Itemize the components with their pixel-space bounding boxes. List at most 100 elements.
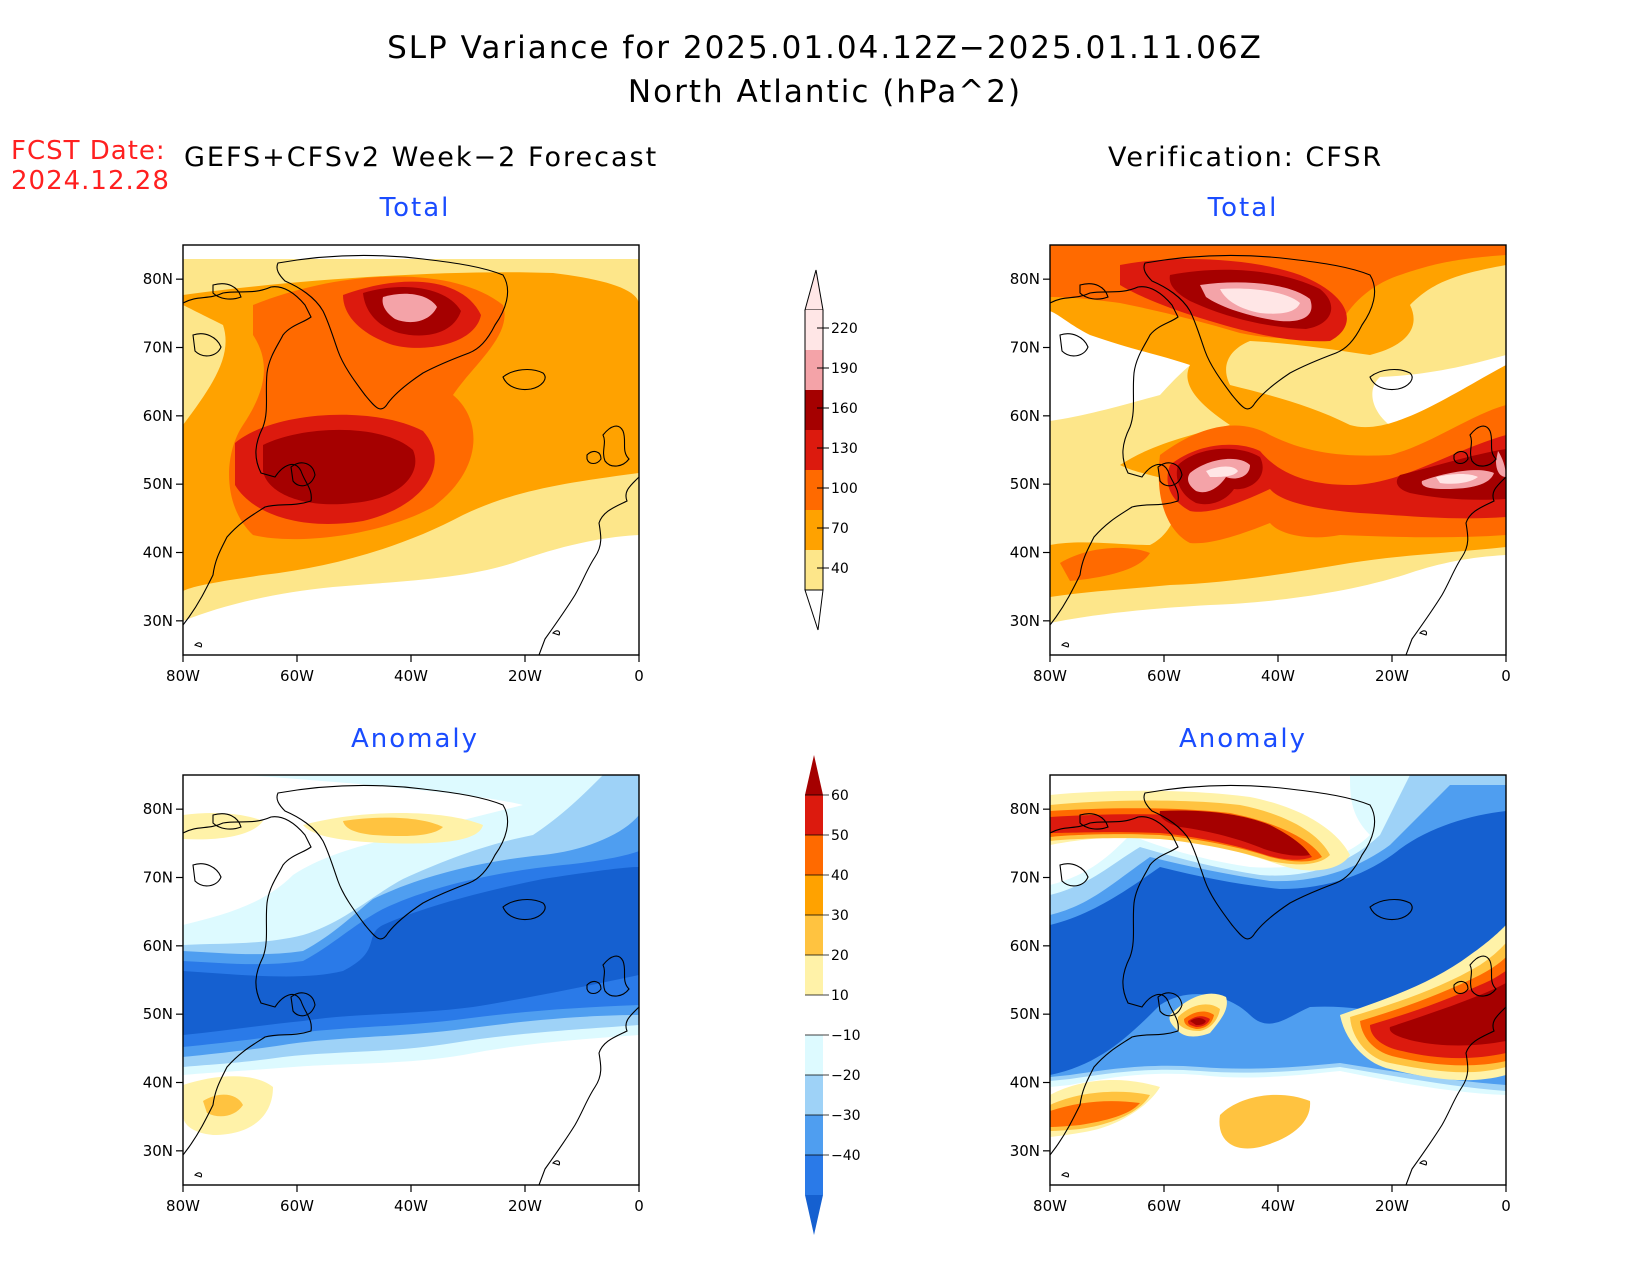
colorbar-segment bbox=[805, 470, 823, 510]
lon-tick-label: 80W bbox=[166, 1197, 200, 1215]
lon-tick-label: 0 bbox=[1501, 667, 1511, 685]
forecast-total-map bbox=[182, 244, 640, 656]
colorbar-segment bbox=[805, 1035, 823, 1075]
lat-tick-label: 50N bbox=[143, 475, 173, 493]
verification-anomaly-title: Anomaly bbox=[1178, 724, 1308, 754]
colorbar-label: −10 bbox=[831, 1028, 861, 1044]
fcst-date-block: FCST Date: 2024.12.28 bbox=[11, 136, 170, 196]
lat-tick-label: 70N bbox=[143, 869, 173, 887]
colorbar-label: 10 bbox=[831, 988, 849, 1004]
colorbar-segment bbox=[805, 835, 823, 875]
colorbar-label: 190 bbox=[831, 361, 858, 377]
colorbar-label: 20 bbox=[831, 948, 849, 964]
lon-tick-label: 0 bbox=[634, 667, 644, 685]
colorbar-label: 60 bbox=[831, 788, 849, 804]
lat-tick-label: 40N bbox=[1010, 544, 1040, 562]
colorbar-segment bbox=[805, 550, 823, 590]
verification-total-map bbox=[1049, 244, 1507, 656]
fcst-date-label: FCST Date: bbox=[11, 136, 166, 166]
lon-tick-label: 60W bbox=[1147, 667, 1181, 685]
lon-tick-label: 20W bbox=[1375, 1197, 1409, 1215]
lon-tick-label: 20W bbox=[508, 1197, 542, 1215]
lat-tick-label: 80N bbox=[1010, 270, 1040, 288]
lat-tick-label: 30N bbox=[1010, 612, 1040, 630]
colorbar-segment bbox=[805, 1115, 823, 1155]
fcst-date-value: 2024.12.28 bbox=[11, 166, 170, 196]
lat-tick-label: 60N bbox=[1010, 407, 1040, 425]
lon-tick-label: 0 bbox=[1501, 1197, 1511, 1215]
colorbar-segment bbox=[805, 955, 823, 995]
colorbar-label: −20 bbox=[831, 1068, 861, 1084]
lon-tick-label: 80W bbox=[1033, 667, 1067, 685]
colorbar-label: 130 bbox=[831, 441, 858, 457]
forecast-column-title: GEFS+CFSv2 Week−2 Forecast bbox=[184, 142, 659, 173]
colorbar-segment bbox=[805, 915, 823, 955]
lon-tick-label: 40W bbox=[1261, 667, 1295, 685]
verification-column-title: Verification: CFSR bbox=[1108, 142, 1384, 173]
anomaly-colorbar: 60 50 40 30 20 10 −10 −20 −30 −40 bbox=[805, 755, 861, 1235]
lon-tick-label: 40W bbox=[394, 1197, 428, 1215]
colorbar-extension-bottom bbox=[804, 589, 824, 631]
lat-tick-label: 80N bbox=[1010, 800, 1040, 818]
main-title: SLP Variance for 2025.01.04.12Z−2025.01.… bbox=[387, 30, 1263, 66]
lon-tick-label: 0 bbox=[634, 1197, 644, 1215]
lat-tick-label: 60N bbox=[1010, 937, 1040, 955]
forecast-anomaly-title: Anomaly bbox=[350, 724, 480, 754]
colorbar-label: 30 bbox=[831, 908, 849, 924]
colorbar-label: 40 bbox=[831, 868, 849, 884]
lon-tick-label: 60W bbox=[1147, 1197, 1181, 1215]
lat-tick-label: 30N bbox=[143, 1142, 173, 1160]
colorbar-label: 220 bbox=[831, 321, 858, 337]
colorbar-segment bbox=[805, 875, 823, 915]
lat-tick-label: 80N bbox=[143, 270, 173, 288]
lat-tick-label: 50N bbox=[143, 1005, 173, 1023]
lon-tick-label: 60W bbox=[280, 1197, 314, 1215]
lat-tick-label: 70N bbox=[143, 339, 173, 357]
colorbar-segment bbox=[805, 795, 823, 835]
lon-tick-label: 40W bbox=[1261, 1197, 1295, 1215]
verification-total-title: Total bbox=[1207, 193, 1279, 223]
lat-tick-label: 70N bbox=[1010, 339, 1040, 357]
colorbar-segment bbox=[805, 430, 823, 470]
lon-tick-label: 80W bbox=[1033, 1197, 1067, 1215]
verification-anomaly-map bbox=[1049, 774, 1507, 1186]
lat-tick-label: 40N bbox=[1010, 1074, 1040, 1092]
forecast-total-title: Total bbox=[379, 193, 451, 223]
lat-tick-label: 60N bbox=[143, 937, 173, 955]
lat-tick-label: 40N bbox=[143, 544, 173, 562]
colorbar-segment bbox=[805, 1155, 823, 1195]
lat-tick-label: 50N bbox=[1010, 1005, 1040, 1023]
colorbar-label: 40 bbox=[831, 561, 849, 577]
lat-tick-label: 40N bbox=[143, 1074, 173, 1092]
lon-tick-label: 80W bbox=[166, 667, 200, 685]
colorbar-segment bbox=[805, 390, 823, 430]
map-axes: 80W 60W 40W 20W 0 80N 70N 60N 50N 40N 30N 80W 60W 40W… bbox=[143, 270, 1511, 1215]
lon-tick-label: 60W bbox=[280, 667, 314, 685]
colorbar-label: 100 bbox=[831, 481, 858, 497]
lon-tick-label: 40W bbox=[394, 667, 428, 685]
main-subtitle: North Atlantic (hPa^2) bbox=[627, 74, 1023, 110]
colorbar-label: 70 bbox=[831, 521, 849, 537]
colorbar-extension-top bbox=[804, 269, 824, 311]
colorbar-segment bbox=[805, 350, 823, 390]
lat-tick-label: 30N bbox=[1010, 1142, 1040, 1160]
colorbar-label: −30 bbox=[831, 1108, 861, 1124]
colorbar-extension-bottom bbox=[805, 1195, 823, 1235]
colorbar-label: −40 bbox=[831, 1148, 861, 1164]
total-colorbar: 220 190 160 130 100 70 40 bbox=[804, 269, 858, 631]
colorbar-segment bbox=[805, 310, 823, 350]
colorbar-label: 50 bbox=[831, 828, 849, 844]
lat-tick-label: 60N bbox=[143, 407, 173, 425]
forecast-anomaly-map bbox=[182, 774, 640, 1186]
colorbar-segment bbox=[805, 1075, 823, 1115]
lat-tick-label: 30N bbox=[143, 612, 173, 630]
colorbar-segment bbox=[805, 510, 823, 550]
colorbar-extension-top bbox=[805, 755, 823, 795]
lat-tick-label: 50N bbox=[1010, 475, 1040, 493]
colorbar-label: 160 bbox=[831, 401, 858, 417]
lat-tick-label: 80N bbox=[143, 800, 173, 818]
lat-tick-label: 70N bbox=[1010, 869, 1040, 887]
lon-tick-label: 20W bbox=[1375, 667, 1409, 685]
colorbar-segment bbox=[805, 995, 823, 1035]
